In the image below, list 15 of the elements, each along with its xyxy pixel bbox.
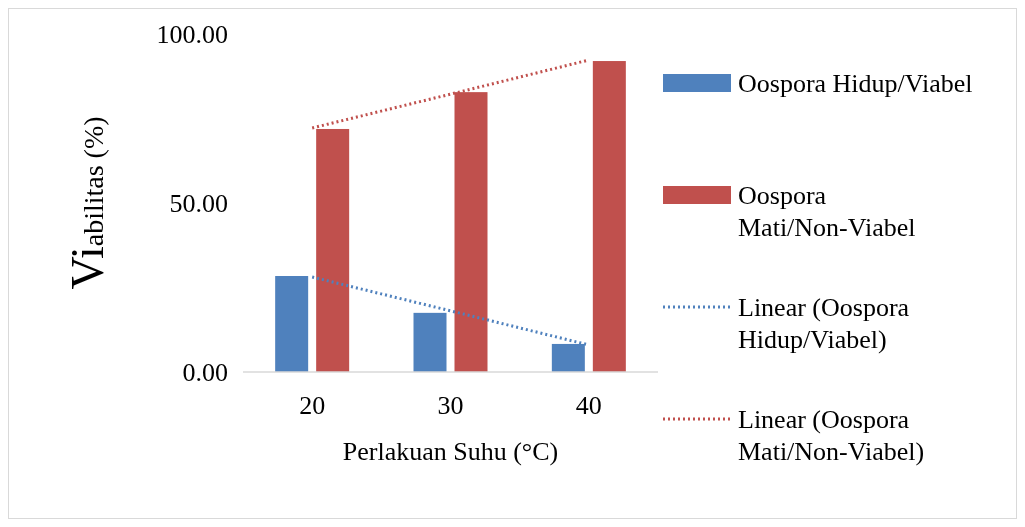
legend-label: Linear (Oospora Hidup/Viabel)	[738, 293, 910, 355]
legend-label: Linear (Oospora Mati/Non-Viabel)	[738, 405, 925, 467]
legend-label: Oospora Mati/Non-Viabel	[738, 181, 916, 243]
bar	[413, 312, 447, 372]
bar	[592, 61, 626, 372]
x-tick-label: 30	[437, 391, 464, 420]
x-tick-label: 40	[575, 391, 602, 420]
y-tick-label: 50.00	[169, 189, 228, 219]
y-axis-title: Viabilitas (%)	[62, 116, 113, 290]
x-axis-title: Perlakuan Suhu (°C)	[342, 437, 559, 466]
bar	[275, 276, 309, 372]
y-tick-label: 0.00	[182, 358, 228, 388]
x-tick-label: 20	[299, 391, 326, 420]
y-tick-label: 100.00	[156, 20, 228, 50]
legend-label: Oospora Hidup/Viabel	[738, 69, 973, 99]
